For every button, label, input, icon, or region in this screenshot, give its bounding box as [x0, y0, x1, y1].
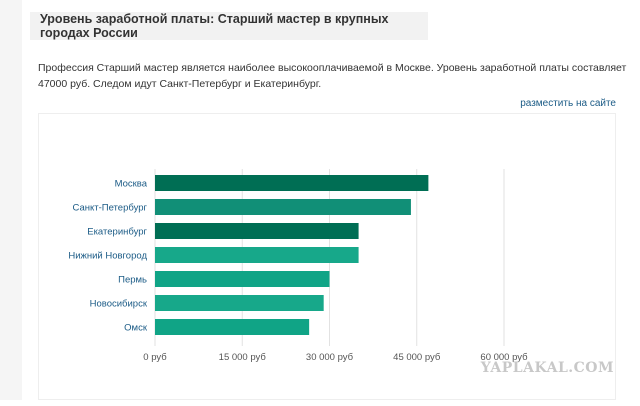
bar[interactable]	[155, 199, 411, 215]
category-label[interactable]: Нижний Новгород	[68, 251, 147, 262]
embed-link[interactable]: разместить на сайте	[520, 98, 616, 109]
category-label[interactable]: Омск	[124, 323, 148, 334]
chart-description: Профессия Старший мастер является наибол…	[38, 62, 627, 90]
x-tick-label: 15 000 руб	[219, 352, 267, 363]
category-label[interactable]: Москва	[115, 179, 148, 190]
x-tick-label: 0 руб	[143, 352, 167, 363]
bar[interactable]	[155, 175, 429, 191]
salary-bar-chart: 0 руб 15 000 руб 30 000 руб 45 000 руб 60 00…	[68, 169, 528, 363]
page-title: Уровень заработной платы: Старший мастер…	[30, 12, 428, 40]
watermark-logo: YAPLAKAL.COM	[480, 360, 614, 376]
bar[interactable]	[155, 271, 330, 287]
x-tick-label: 30 000 руб	[306, 352, 354, 363]
bar[interactable]	[155, 247, 359, 263]
category-label[interactable]: Екатеринбург	[87, 227, 147, 238]
category-label[interactable]: Пермь	[118, 275, 147, 286]
x-tick-label: 60 000 руб	[480, 352, 528, 363]
chart-card: 0 руб 15 000 руб 30 000 руб 45 000 руб 60 00…	[38, 113, 616, 400]
bar[interactable]	[155, 319, 310, 335]
bar[interactable]	[155, 295, 324, 311]
category-label[interactable]: Санкт-Петербург	[72, 203, 147, 214]
page-edge	[0, 0, 22, 400]
category-label[interactable]: Новосибирск	[90, 299, 148, 310]
bar[interactable]	[155, 223, 359, 239]
x-tick-label: 45 000 руб	[393, 352, 441, 363]
